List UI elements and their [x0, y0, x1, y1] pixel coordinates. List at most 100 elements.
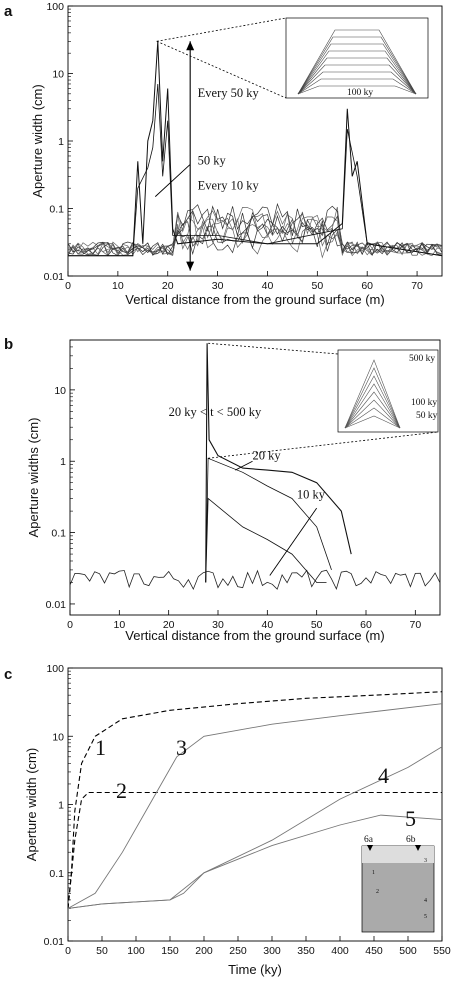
panel-c-x-tick-label: 350 — [297, 945, 315, 957]
panel-c-inset-marker — [415, 845, 421, 851]
panel-c-y-tick-label: 0.1 — [49, 868, 64, 880]
panel-b-y-tick-label: 1 — [60, 456, 66, 468]
panel-b-inset-curve — [344, 391, 401, 429]
panel-b-x-axis-title: Vertical distance from the ground surfac… — [125, 628, 384, 643]
panel-c-x-tick-label: 450 — [365, 945, 383, 957]
panel-b-y-axis-title: Aperture widths (cm) — [26, 418, 41, 538]
panel-a-x-tick-label: 40 — [262, 280, 274, 292]
panel-a-inset-curve — [297, 50, 417, 95]
panel-a-inset-curve — [297, 64, 417, 95]
panel-c-inset-number: 5 — [424, 914, 427, 920]
panel-c-y-axis-title: Aperture width (cm) — [24, 748, 39, 861]
panel-a-annotation-every-10ky: Every 10 ky — [198, 179, 260, 193]
panel-b-inset-label-100ky: 100 ky — [411, 398, 437, 408]
panel-b-x-tick-label: 20 — [163, 619, 175, 631]
panel-a-y-tick-label: 0.1 — [49, 204, 64, 216]
panel-a-range-arrowhead-down — [186, 261, 195, 271]
panel-c-series-line — [67, 814, 443, 909]
panel-a-inset-curve — [297, 57, 417, 95]
panel-b-annotation-10ky: 10 ky — [297, 488, 326, 502]
panel-b-x-tick-label: 40 — [261, 619, 273, 631]
panel-c-axes: 0 50 100 150 200 250 300 350 400 450 500 550 0.01 0.1… — [24, 663, 451, 977]
panel-a-letter: a — [4, 3, 13, 20]
panel-a-zoom-line — [156, 40, 287, 99]
panel-b-annotation-range: 20 ky < t < 500 ky — [169, 405, 262, 419]
panel-c-x-tick-label: 500 — [399, 945, 417, 957]
panel-c-inset-ground — [362, 846, 434, 863]
panel-a-annotation-arrow — [154, 164, 191, 197]
panel-b-zoom-line — [208, 431, 439, 459]
panel-c-series-label: 3 — [176, 735, 187, 760]
panel-b-inset-curve — [344, 415, 401, 429]
panel-a-baseline-line — [67, 208, 443, 256]
panel-a-y-tick-label: 100 — [46, 1, 64, 13]
panel-c-x-axis-title: Time (ky) — [228, 962, 282, 977]
panel-b-inset-curve — [344, 375, 401, 429]
panel-a-series-line — [68, 83, 443, 257]
panel-a-baseline-line — [67, 218, 443, 257]
panel-a-x-tick-label: 50 — [311, 280, 323, 292]
panel-a-inset-curve — [297, 43, 417, 95]
panel-c-y-tick-label: 1 — [58, 800, 64, 812]
panel-c-inset-number: 1 — [372, 870, 375, 876]
panel-c-inset-number: 4 — [424, 898, 427, 904]
panel-c-inset-marker — [367, 845, 373, 851]
panel-a-zoom-line — [156, 17, 287, 42]
panel-b-inset-curve — [344, 367, 401, 429]
panel-b-x-tick-label: 70 — [409, 619, 421, 631]
panel-c-x-tick-label: 250 — [229, 945, 247, 957]
panel-a-axes: 0 10 20 30 40 50 60 70 0.01 0.1 1 10 100 Vertical dis… — [30, 1, 423, 307]
panel-c-inset-label-6a: 6a — [364, 835, 374, 845]
panel-a-inset-curve — [297, 29, 417, 95]
panel-a-annotation-50ky: 50 ky — [198, 153, 227, 167]
panel-a-y-tick-label: 10 — [52, 69, 64, 81]
panel-b-x-tick-label: 30 — [212, 619, 224, 631]
panel-b-annotation-arrow — [235, 460, 253, 471]
panel-c-y-tick-label: 0.01 — [44, 936, 65, 948]
panel-b-annotation-arrow — [269, 507, 318, 576]
panel-a-annotation-every-50ky: Every 50 ky — [198, 86, 260, 100]
panel-b-x-tick-label: 60 — [360, 619, 372, 631]
panel-b-series-line — [205, 457, 332, 583]
panel-a-y-axis-title: Aperture width (cm) — [30, 84, 45, 197]
panel-b-plot-area — [69, 339, 441, 616]
panel-c-x-tick-label: 550 — [433, 945, 451, 957]
panel-a-baseline-line — [67, 202, 443, 257]
panel-a-x-tick-label: 30 — [212, 280, 224, 292]
panel-c-x-tick-label: 300 — [263, 945, 281, 957]
panel-c-x-tick-label: 400 — [331, 945, 349, 957]
panel-c-series-label: 2 — [116, 778, 127, 803]
panel-a-baseline-line — [67, 221, 443, 256]
panel-a-x-axis-title: Vertical distance from the ground surfac… — [125, 292, 384, 307]
panel-b-inset-curve — [344, 359, 401, 429]
panel-c-series-label: 4 — [378, 763, 389, 788]
panel-a-series-group: Every 50 ky 50 ky Every 10 ky 100 ky — [67, 17, 443, 271]
panel-b-series-group: 20 ky < t < 500 ky 20 ky 10 ky 500 ky 100 ky… — [69, 342, 441, 591]
panel-b-series-line — [205, 343, 352, 583]
panel-c-y-tick-label: 10 — [52, 731, 64, 743]
panel-a-x-tick-label: 10 — [112, 280, 124, 292]
panel-b-y-tick-label: 0.01 — [46, 599, 67, 611]
panel-c-inset-number: 2 — [376, 889, 379, 895]
panel-b-zoom-line — [208, 342, 339, 355]
panel-a-baseline-line — [67, 206, 443, 256]
panel-a-inset-label: 100 ky — [347, 88, 373, 98]
panel-b-y-tick-label: 10 — [54, 385, 66, 397]
panel-b-inset-label-50ky: 50 ky — [416, 411, 438, 421]
panel-c-inset-number: 3 — [424, 858, 427, 864]
panel-b-inset-curve — [344, 383, 401, 429]
panel-b-series-line — [205, 497, 327, 583]
panel-a-range-arrowhead-up — [186, 41, 195, 51]
panel-a-x-tick-label: 70 — [411, 280, 423, 292]
panel-b-baseline-line — [69, 569, 441, 591]
panel-b-x-tick-label: 50 — [311, 619, 323, 631]
panel-b-annotation-20ky: 20 ky — [253, 449, 282, 463]
panel-b-letter: b — [4, 336, 13, 353]
panel-a-inset-curve — [297, 85, 417, 95]
panel-b-inset-curve — [344, 407, 401, 429]
panel-c-y-tick-label: 100 — [46, 663, 64, 675]
panel-b-x-tick-label: 0 — [67, 619, 73, 631]
panel-c-x-tick-label: 50 — [96, 945, 108, 957]
